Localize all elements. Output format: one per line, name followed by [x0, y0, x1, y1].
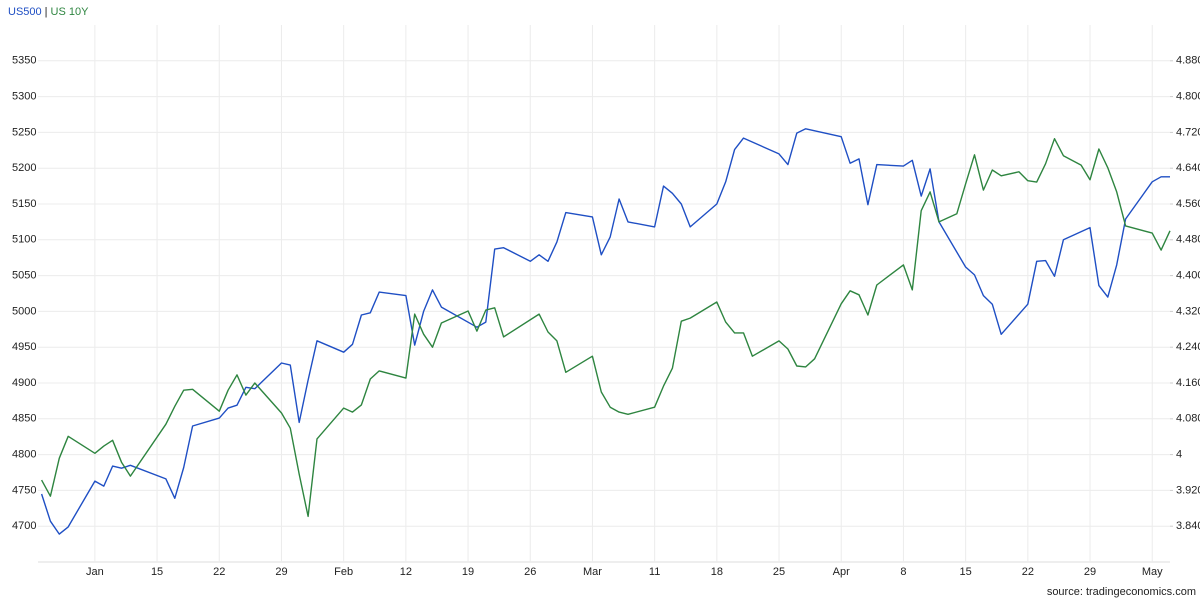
y-tick-label: 5050: [12, 270, 36, 282]
legend-entry: US 10Y: [51, 6, 90, 18]
line-series: [40, 128, 1170, 535]
x-tick-label: 18: [711, 566, 723, 578]
x-tick-label: 22: [213, 566, 225, 578]
legend-separator: |: [45, 6, 48, 18]
y2-tick-label: 4.480: [1176, 234, 1200, 246]
x-tick-label: 12: [400, 566, 412, 578]
x-tick-label: 11: [649, 566, 660, 578]
x-tick-label: 29: [275, 566, 287, 578]
y2-tick-label: 4.400: [1176, 270, 1200, 282]
y-tick-label: 5250: [12, 126, 36, 138]
x-tick-label: 19: [462, 566, 474, 578]
x-tick-label: 25: [773, 566, 785, 578]
y2-tick-label: 4.160: [1176, 377, 1200, 389]
y-tick-label: 4750: [12, 484, 36, 496]
y-tick-label: 5100: [12, 234, 36, 246]
x-tick-label: 15: [960, 566, 972, 578]
legend-entry: US500: [8, 6, 42, 18]
y-tick-label: 4900: [12, 377, 36, 389]
y-tick-label: 5150: [12, 198, 36, 210]
y-tick-label: 4950: [12, 341, 36, 353]
x-tick-label: 26: [524, 566, 536, 578]
y2-tick-label: 4.080: [1176, 413, 1200, 425]
y-tick-label: 4800: [12, 449, 36, 461]
x-tick-label: 22: [1022, 566, 1034, 578]
y2-tick-label: 4.880: [1176, 55, 1200, 67]
x-tick-label: May: [1142, 566, 1163, 578]
y2-tick-label: 3.840: [1176, 520, 1200, 532]
y-tick-label: 5350: [12, 55, 36, 67]
y2-tick-label: 4.720: [1176, 126, 1200, 138]
x-tick-label: 15: [151, 566, 163, 578]
y2-tick-label: 4.640: [1176, 162, 1200, 174]
y-tick-label: 4700: [12, 520, 36, 532]
y-tick-label: 5200: [12, 162, 36, 174]
y2-tick-label: 4: [1176, 449, 1182, 461]
legend: US500 | US 10Y: [8, 6, 89, 18]
x-tick-label: 8: [900, 566, 906, 578]
x-tick-label: Mar: [583, 566, 602, 578]
y-tick-label: 5300: [12, 91, 36, 103]
x-tick-label: Apr: [833, 566, 850, 578]
y2-tick-label: 3.920: [1176, 484, 1200, 496]
y2-tick-label: 4.240: [1176, 341, 1200, 353]
line-series: [40, 138, 1171, 518]
y2-tick-label: 4.800: [1176, 91, 1200, 103]
source: source: tradingeconomics.com: [1047, 586, 1196, 598]
y2-tick-label: 4.560: [1176, 198, 1200, 210]
y-tick-label: 5000: [12, 305, 36, 317]
y2-tick-label: 4.320: [1176, 305, 1200, 317]
y-tick-label: 4850: [12, 413, 36, 425]
x-tick-label: 29: [1084, 566, 1096, 578]
x-tick-label: Jan: [86, 566, 104, 578]
x-tick-label: Feb: [334, 566, 353, 578]
